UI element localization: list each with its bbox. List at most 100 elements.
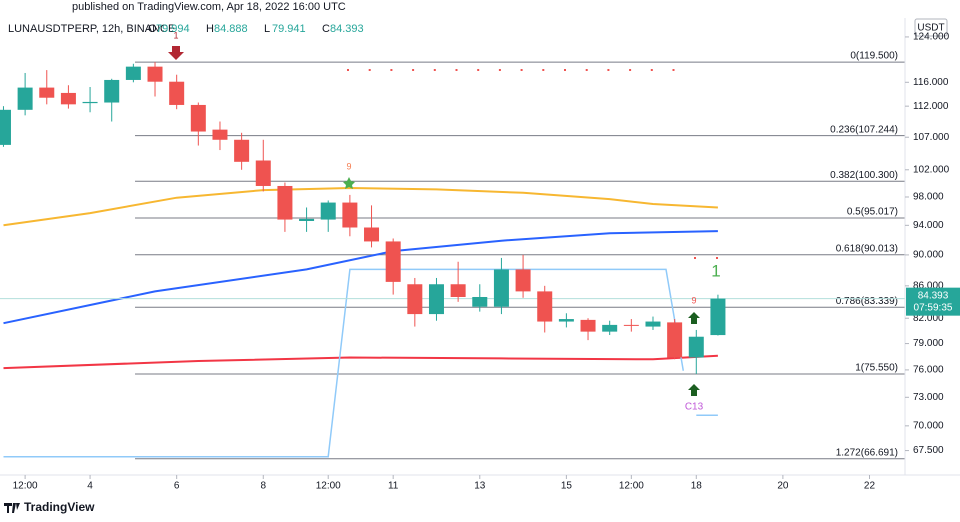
- indicator-line: [3, 354, 718, 370]
- x-tick-label: 12:00: [13, 481, 38, 492]
- annotation: C13: [685, 402, 704, 413]
- x-tick-label: 13: [474, 481, 486, 492]
- symbol-title: LUNAUSDTPERP, 12h, BINANCE: [8, 23, 175, 35]
- x-tick-label: 20: [777, 481, 789, 492]
- td-dot: [694, 257, 696, 259]
- indicator-line: [3, 268, 718, 458]
- td-dot: [650, 69, 653, 71]
- candle-body: [299, 218, 315, 222]
- candle-body: [602, 324, 618, 332]
- td-dot: [716, 257, 718, 259]
- ohlc-value: 84.888: [214, 23, 248, 35]
- td-dot: [347, 69, 349, 71]
- candle-body: [493, 269, 509, 307]
- ohlc-key: H: [206, 23, 214, 35]
- y-tick-label: 94.000: [913, 220, 944, 231]
- candle-body: [82, 101, 98, 104]
- td-dot: [498, 69, 501, 71]
- x-tick-label: 12:00: [619, 481, 644, 492]
- td-dot: [368, 69, 371, 71]
- candle-body: [255, 160, 271, 186]
- setup-star: [343, 177, 355, 189]
- x-tick-label: 18: [691, 481, 703, 492]
- x-tick-label: 22: [864, 481, 876, 492]
- price-label: 84.393: [918, 290, 949, 301]
- candle-body: [277, 185, 293, 220]
- sell-arrow: [168, 46, 184, 60]
- candle-body: [169, 81, 185, 105]
- fib-label: 0.618(90.013): [836, 243, 898, 254]
- ohlc-key: O: [148, 23, 157, 35]
- candle-body: [623, 324, 639, 326]
- annotation: 1: [173, 30, 178, 40]
- y-tick-label: 107.000: [913, 132, 950, 143]
- candle-body: [515, 269, 531, 292]
- y-tick-label: 98.000: [913, 192, 944, 203]
- currency-box[interactable]: [914, 18, 948, 37]
- y-tick-label: 112.000: [913, 101, 949, 112]
- td-dot: [390, 69, 393, 71]
- candle-body: [60, 92, 76, 105]
- fib-label: 0.236(107.244): [830, 124, 898, 135]
- x-tick-label: 8: [260, 481, 266, 492]
- y-tick-label: 82.000: [913, 313, 944, 324]
- candle-body: [0, 109, 11, 145]
- candle-body: [39, 87, 55, 98]
- ohlc-value: 79.994: [156, 23, 190, 35]
- fib-label: 0.786(83.339): [836, 296, 898, 307]
- brand: TradingView: [24, 500, 95, 514]
- ohlc-value: 79.941: [272, 23, 306, 35]
- y-tick-label: 70.000: [913, 420, 944, 431]
- candle-body: [234, 139, 250, 162]
- candle-body: [580, 319, 596, 332]
- y-tick-label: 116.000: [913, 77, 949, 88]
- candle-body: [667, 322, 683, 358]
- fib-label: 0.5(95.017): [847, 207, 898, 218]
- candle-body: [450, 284, 466, 297]
- td-dot: [672, 69, 675, 71]
- td-dot: [520, 69, 523, 71]
- logo-icon: [4, 503, 20, 513]
- candle-body: [688, 336, 704, 358]
- td-dot: [455, 69, 458, 71]
- countdown: 07:59:35: [914, 302, 953, 313]
- currency-label[interactable]: USDT: [917, 23, 944, 34]
- price-label-box: [906, 287, 960, 316]
- candle-body: [125, 66, 141, 80]
- ohlc-key: C: [322, 23, 330, 35]
- candle-body: [428, 284, 444, 315]
- footer-logo: [4, 503, 20, 513]
- y-tick-label: 86.000: [913, 280, 944, 291]
- buy-arrow: [688, 312, 700, 324]
- candle-body: [537, 291, 553, 322]
- candle-body: [364, 227, 380, 242]
- ohlc-key: L: [264, 23, 270, 35]
- td-dot: [412, 69, 415, 71]
- fib-label: 0.382(100.300): [830, 170, 898, 181]
- fib-label: 0(119.500): [850, 51, 898, 62]
- x-tick-label: 6: [174, 481, 180, 492]
- plot-area: 0(119.500) 0.236(107.244) 0.382(100.300) 0.…: [0, 51, 905, 460]
- candle-body: [558, 319, 574, 322]
- candle-body: [320, 202, 336, 220]
- candle-body: [645, 321, 661, 327]
- candle-body: [342, 202, 358, 228]
- candle-body: [407, 284, 423, 315]
- fib-label: 1.272(66.691): [836, 447, 898, 458]
- td-dot: [542, 69, 545, 71]
- candle-body: [104, 79, 120, 103]
- x-tick-label: 4: [87, 481, 93, 492]
- published-note: published on TradingView.com, Apr 18, 20…: [72, 1, 346, 13]
- x-tick-label: 15: [561, 481, 573, 492]
- annotation: 9: [346, 161, 351, 171]
- ohlc-value: 84.393: [330, 23, 364, 35]
- td-dot: [477, 69, 480, 71]
- candle-body: [147, 66, 163, 82]
- annotation: 9: [691, 295, 696, 305]
- annotation: 1: [711, 261, 720, 280]
- y-tick-label: 67.500: [913, 445, 944, 456]
- x-tick-label: 12:00: [316, 481, 341, 492]
